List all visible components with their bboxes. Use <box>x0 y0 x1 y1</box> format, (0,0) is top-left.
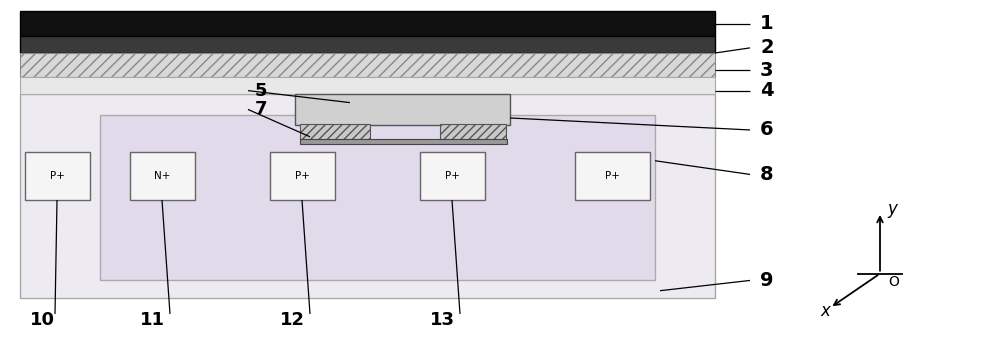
Text: 2: 2 <box>760 38 774 57</box>
Bar <box>20 77 715 94</box>
Bar <box>20 94 715 298</box>
Text: x: x <box>820 302 830 320</box>
Bar <box>420 152 485 200</box>
Text: O: O <box>888 275 899 289</box>
Text: 13: 13 <box>430 311 455 329</box>
Bar <box>100 115 655 280</box>
Text: 5: 5 <box>255 82 268 100</box>
Text: P+: P+ <box>605 171 620 181</box>
Bar <box>270 152 335 200</box>
Text: P+: P+ <box>295 171 310 181</box>
Text: P+: P+ <box>50 171 65 181</box>
Text: 4: 4 <box>760 81 774 100</box>
Text: y: y <box>887 200 897 218</box>
Text: P+: P+ <box>445 171 460 181</box>
Bar <box>300 139 507 144</box>
Bar <box>20 11 715 36</box>
Bar <box>25 152 90 200</box>
Text: 6: 6 <box>760 120 774 140</box>
Bar <box>575 152 650 200</box>
Text: 8: 8 <box>760 165 774 184</box>
Text: 7: 7 <box>255 101 268 118</box>
Bar <box>20 36 715 53</box>
Text: 10: 10 <box>30 311 55 329</box>
Text: 9: 9 <box>760 271 774 290</box>
Text: N+: N+ <box>154 171 171 181</box>
Bar <box>440 124 506 140</box>
Text: 11: 11 <box>140 311 165 329</box>
Bar <box>20 53 715 77</box>
Text: 12: 12 <box>280 311 305 329</box>
Text: 1: 1 <box>760 14 774 34</box>
Bar <box>300 124 370 140</box>
Bar <box>130 152 195 200</box>
Text: 3: 3 <box>760 61 774 80</box>
Bar <box>295 94 510 125</box>
